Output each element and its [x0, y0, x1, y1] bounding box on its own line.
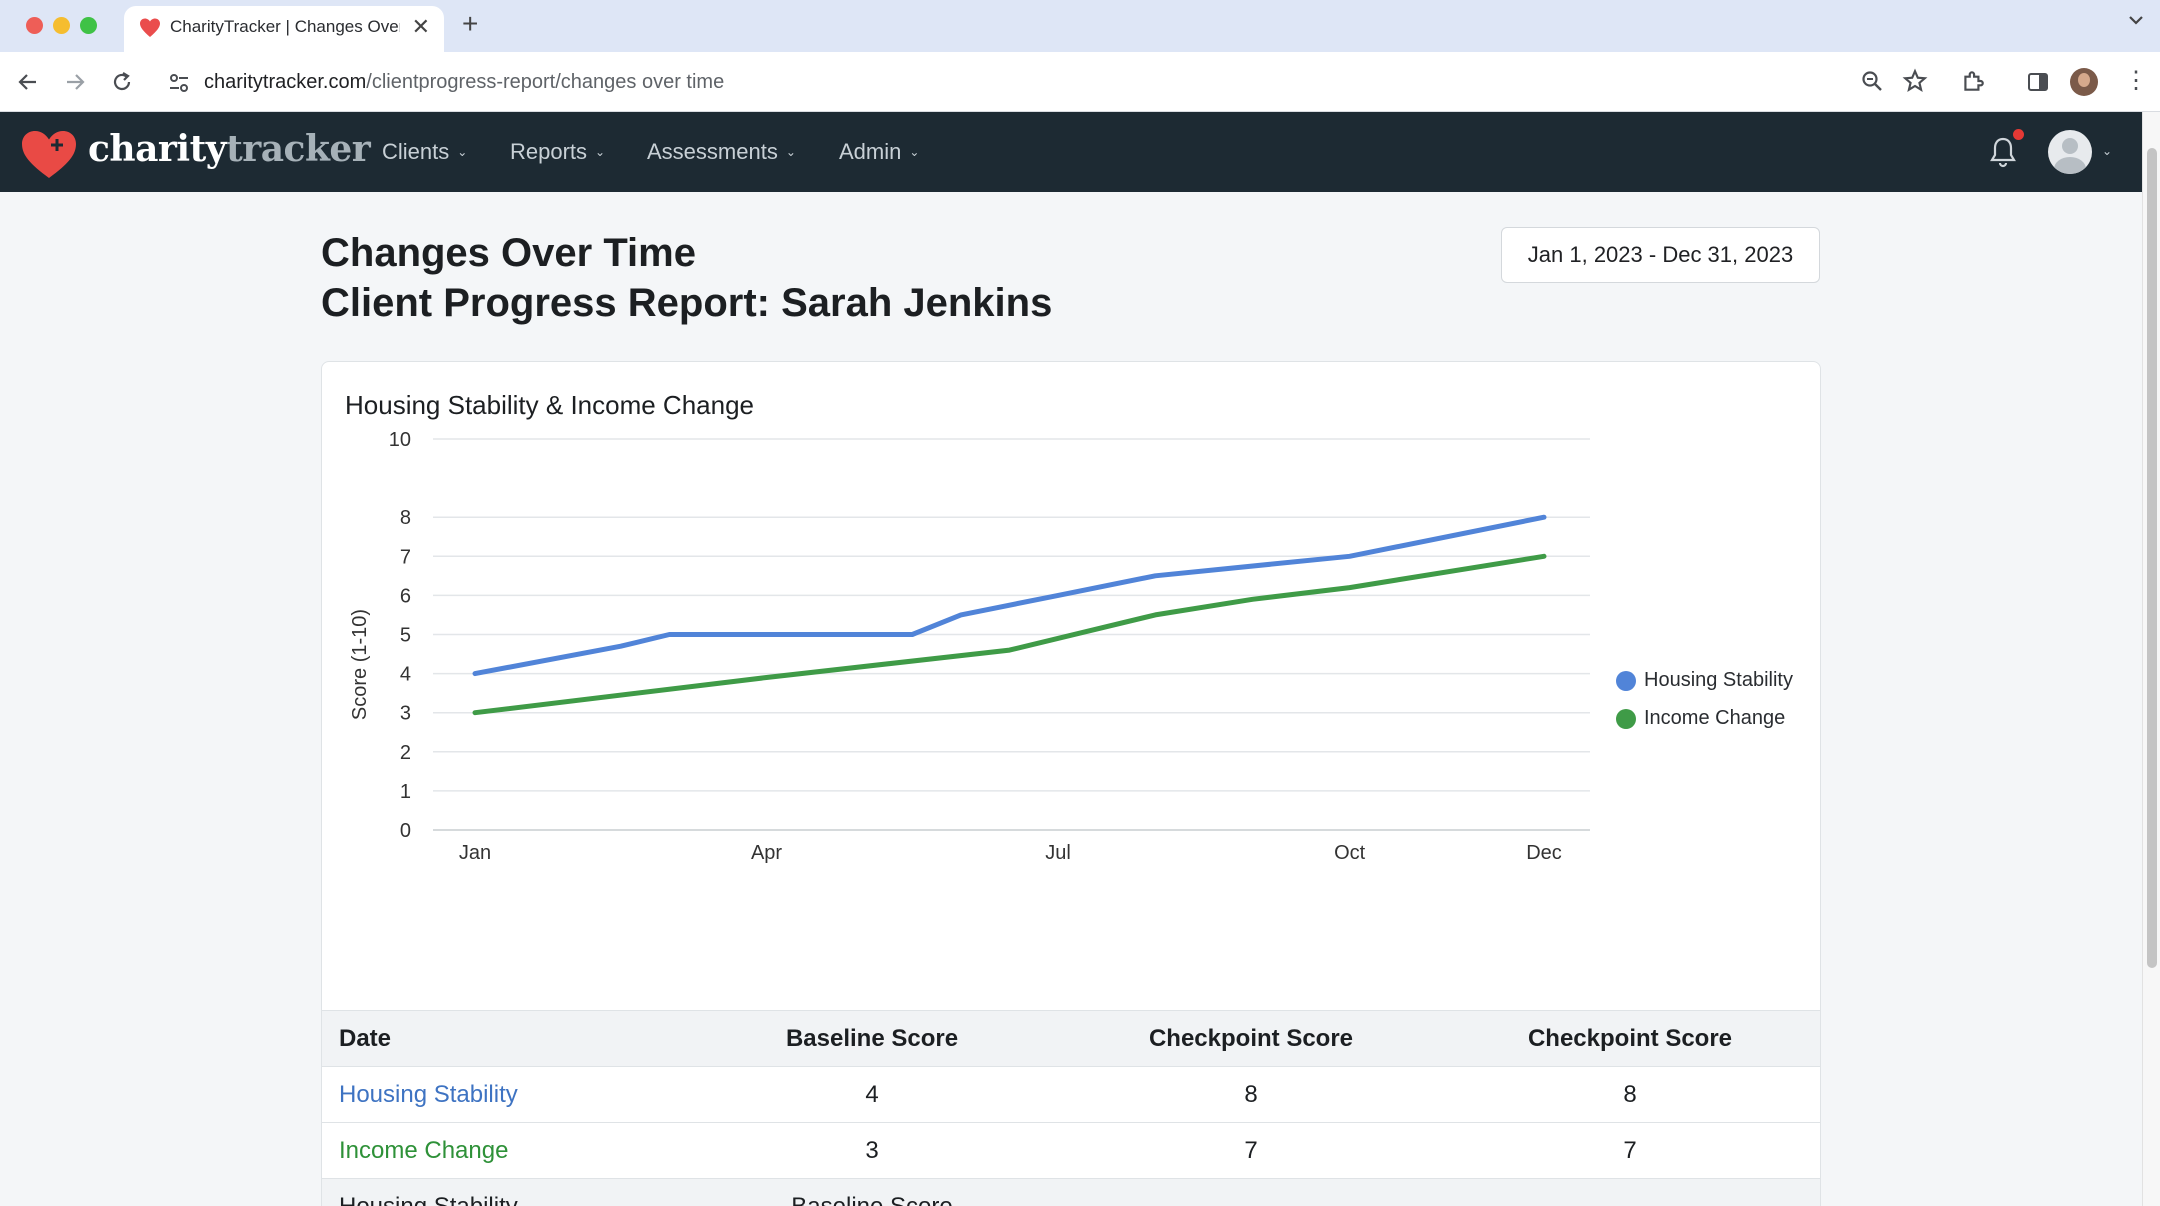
reload-icon[interactable]	[110, 70, 134, 94]
table-cell	[1440, 1178, 1820, 1206]
y-tick-label: 4	[400, 664, 411, 686]
series-line-income-change	[472, 553, 1547, 716]
x-tick-label: Oct	[1334, 842, 1366, 864]
legend-dot-income	[1616, 709, 1636, 729]
table-cell: 3	[682, 1122, 1062, 1179]
legend-label-housing: Housing Stability	[1644, 669, 1793, 691]
series-line-housing-stability	[472, 514, 1547, 677]
notification-bell-icon[interactable]	[1988, 136, 2018, 168]
column-header-baseline[interactable]: Baseline Score	[682, 1010, 1062, 1067]
nav-reports[interactable]: Reports ⌄	[510, 139, 605, 165]
table-header-row: Date Baseline Score Checkpoint Score Che…	[322, 1010, 1820, 1067]
browser-tab-strip: CharityTracker | Changes Over Time ✕ +	[0, 0, 2160, 52]
tab-title: CharityTracker | Changes Over Time	[170, 17, 400, 36]
table-cell: 8	[1440, 1066, 1820, 1123]
line-chart: 0 1 2 3 4 5 6 7 8 10 Jan Apr Jul Oct Dec Score (1-10)	[349, 432, 1590, 864]
nav-assessments-label: Assessments	[647, 139, 778, 164]
app-navbar: charitytracker Clients ⌄ Reports ⌄ Assessm…	[0, 112, 2142, 192]
url-host: charitytracker.com	[204, 71, 367, 93]
close-tab-icon[interactable]: ✕	[411, 14, 430, 39]
table-cell	[1062, 1178, 1440, 1206]
column-header-date[interactable]: Date	[322, 1010, 682, 1067]
column-header-checkpoint-1[interactable]: Checkpoint Score	[1062, 1010, 1440, 1067]
table-row-partial: Housing Stability Baseline Score	[322, 1178, 1820, 1206]
row-link-income-change[interactable]: Income Change	[322, 1122, 682, 1179]
table-cell: 8	[1062, 1066, 1440, 1123]
url-path: /clientprogress-report/changes over time	[366, 71, 725, 93]
table-cell: 7	[1440, 1122, 1820, 1179]
table-cell: Baseline Score	[682, 1178, 1062, 1206]
x-tick-label: Jan	[459, 842, 491, 864]
tab-search-chevron-icon[interactable]	[2126, 10, 2146, 30]
browser-tab[interactable]: CharityTracker | Changes Over Time ✕	[124, 6, 444, 52]
browser-toolbar: charitytracker.com/clientprogress-report…	[0, 52, 2160, 112]
row-link-housing-stability[interactable]: Housing Stability	[322, 1066, 682, 1123]
extensions-puzzle-icon[interactable]	[1960, 68, 1986, 94]
new-tab-button[interactable]: +	[462, 8, 479, 39]
minimize-window-button[interactable]	[53, 17, 70, 34]
x-tick-label: Apr	[751, 842, 782, 864]
y-tick-label: 1	[400, 781, 411, 803]
heart-favicon-icon	[140, 18, 160, 37]
address-bar[interactable]: charitytracker.com/clientprogress-report…	[156, 61, 1926, 103]
zoom-icon[interactable]	[1860, 69, 1884, 93]
x-tick-label: Jul	[1045, 842, 1071, 864]
legend-dot-housing	[1616, 671, 1636, 691]
charitytracker-logo-icon[interactable]	[20, 130, 78, 180]
forward-arrow-icon[interactable]	[63, 70, 87, 94]
table-row: Income Change 3 7 7	[322, 1122, 1820, 1179]
page-subtitle: Client Progress Report: Sarah Jenkins	[321, 281, 1053, 325]
page-title: Changes Over Time	[321, 231, 696, 275]
y-tick-label: 10	[389, 432, 411, 451]
nav-admin[interactable]: Admin ⌄	[839, 139, 919, 165]
legend-label-income: Income Change	[1644, 707, 1786, 729]
user-menu-chevron-icon[interactable]: ⌄	[2102, 144, 2113, 158]
notification-dot	[2013, 129, 2024, 140]
url-text: charitytracker.com/clientprogress-report…	[204, 71, 724, 94]
user-avatar[interactable]	[2048, 130, 2092, 174]
y-axis-label: Score (1-10)	[349, 609, 371, 720]
bookmark-star-icon[interactable]	[1902, 68, 1928, 94]
y-tick-label: 5	[400, 625, 411, 647]
nav-reports-label: Reports	[510, 139, 588, 164]
scores-table: Date Baseline Score Checkpoint Score Che…	[322, 1010, 1820, 1206]
chevron-down-icon: ⌄	[785, 145, 796, 159]
table-row: Housing Stability 4 8 8	[322, 1066, 1820, 1123]
y-tick-label: 7	[400, 546, 411, 568]
nav-clients-label: Clients	[382, 139, 450, 164]
maximize-window-button[interactable]	[80, 17, 97, 34]
table-cell: 4	[682, 1066, 1062, 1123]
chart-title: Housing Stability & Income Change	[345, 390, 755, 420]
close-window-button[interactable]	[26, 17, 43, 34]
y-tick-label: 8	[400, 507, 411, 529]
scrollbar-thumb[interactable]	[2147, 148, 2157, 968]
brand-name-charity: charity	[88, 128, 227, 170]
y-tick-label: 2	[400, 742, 411, 764]
browser-menu-icon[interactable]: ⋮	[2124, 67, 2148, 94]
brand-name-tracker: tracker	[226, 128, 371, 170]
table-cell: Housing Stability	[322, 1178, 682, 1206]
y-tick-label: 3	[400, 703, 411, 725]
nav-clients[interactable]: Clients ⌄	[382, 139, 467, 165]
back-arrow-icon[interactable]	[16, 70, 40, 94]
column-header-checkpoint-2[interactable]: Checkpoint Score	[1440, 1010, 1820, 1067]
side-panel-icon[interactable]	[2026, 70, 2050, 94]
site-settings-icon[interactable]	[168, 72, 190, 94]
table-cell: 7	[1062, 1122, 1440, 1179]
nav-admin-label: Admin	[839, 139, 902, 164]
profile-avatar-icon[interactable]	[2070, 68, 2098, 96]
date-range-picker[interactable]: Jan 1, 2023 - Dec 31, 2023	[1501, 227, 1820, 283]
chevron-down-icon: ⌄	[595, 145, 606, 159]
page-scrollbar[interactable]	[2142, 112, 2160, 1206]
y-tick-label: 6	[400, 585, 411, 607]
x-tick-label: Dec	[1526, 842, 1562, 864]
nav-assessments[interactable]: Assessments ⌄	[647, 139, 796, 165]
chevron-down-icon: ⌄	[457, 145, 468, 159]
chevron-down-icon: ⌄	[909, 145, 920, 159]
y-tick-label: 0	[400, 820, 411, 842]
brand-name[interactable]: charitytracker	[88, 128, 371, 170]
